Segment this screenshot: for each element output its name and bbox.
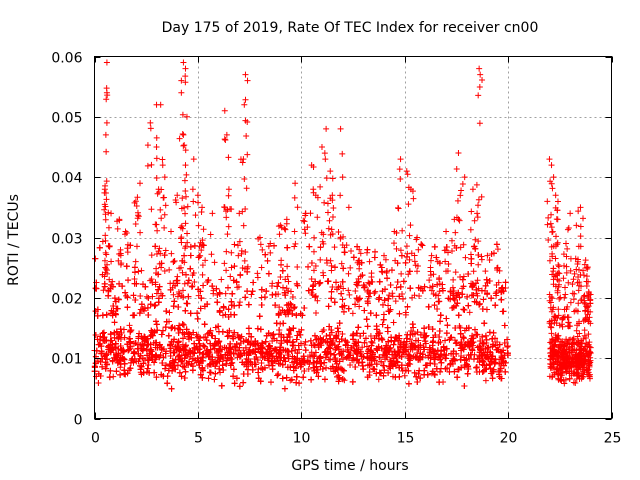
- data-point: [276, 304, 283, 311]
- data-point: [218, 276, 225, 283]
- data-point: [356, 303, 363, 310]
- data-point: [352, 288, 359, 295]
- data-point: [359, 344, 366, 351]
- data-point: [385, 302, 392, 309]
- data-point: [305, 365, 312, 372]
- data-point: [504, 344, 511, 351]
- data-point: [143, 293, 150, 300]
- data-point: [319, 328, 326, 335]
- data-point: [466, 309, 473, 316]
- data-point: [369, 340, 376, 347]
- data-point: [386, 292, 393, 299]
- data-point: [375, 376, 382, 383]
- data-point: [312, 292, 319, 299]
- data-point: [236, 299, 243, 306]
- data-point: [126, 322, 133, 329]
- data-point: [349, 310, 356, 317]
- data-point: [314, 297, 321, 304]
- data-point: [367, 332, 374, 339]
- data-points: [91, 59, 594, 392]
- data-point: [399, 368, 406, 375]
- data-point: [401, 372, 408, 379]
- data-point: [482, 377, 489, 384]
- data-point: [494, 246, 501, 253]
- data-point: [301, 341, 308, 348]
- data-point: [392, 298, 399, 305]
- data-point: [166, 309, 173, 316]
- data-point: [219, 312, 226, 319]
- data-point: [372, 288, 379, 295]
- data-point: [202, 257, 209, 264]
